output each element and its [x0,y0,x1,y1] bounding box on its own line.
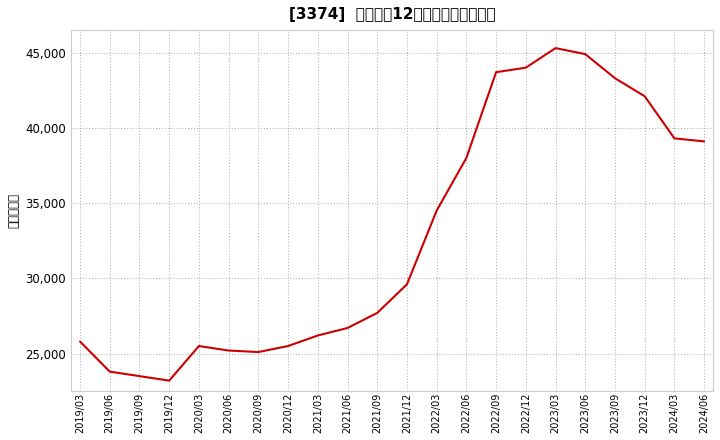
Y-axis label: （百万円）: （百万円） [7,193,20,228]
Title: [3374]  売上高の12か月移動合計の推移: [3374] 売上高の12か月移動合計の推移 [289,7,495,22]
